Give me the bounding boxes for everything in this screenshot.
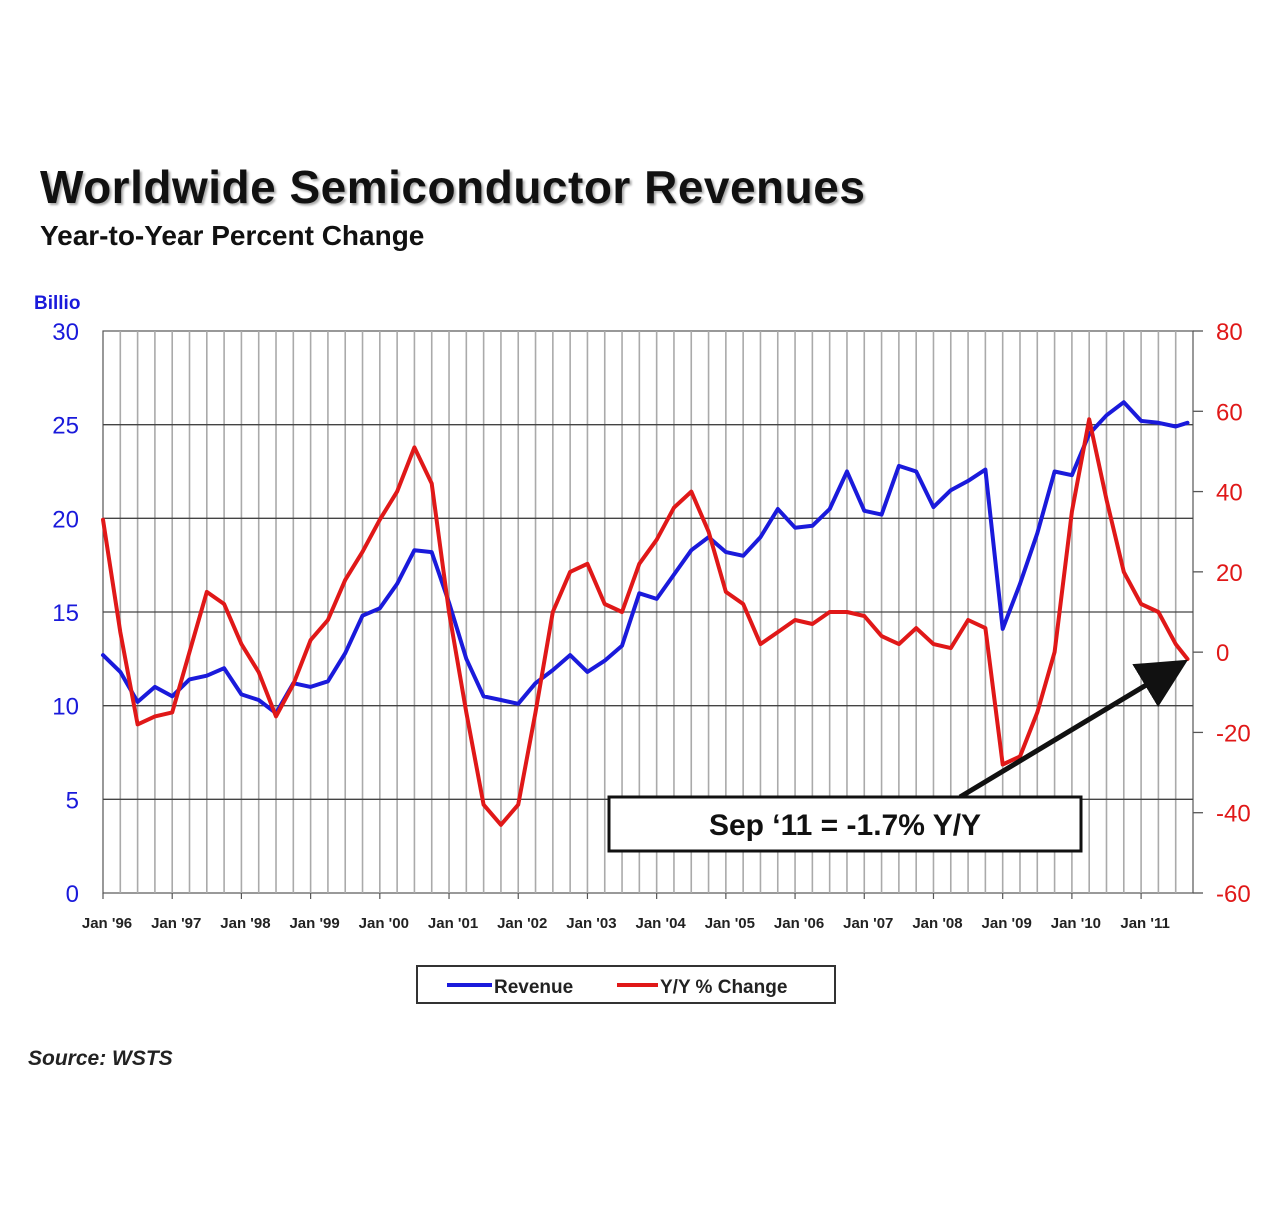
annotation-text: Sep ‘11 = -1.7% Y/Y bbox=[709, 809, 981, 842]
y-left-tick-label: 30 bbox=[52, 319, 79, 346]
chart-canvas: 0 5 10 15 20 25 30 Billio -60 -40 -20 0 20 40 60 80 Jan … bbox=[0, 0, 1280, 1213]
x-tick-label: Jan '03 bbox=[566, 915, 616, 932]
y-left-tick-label: 5 bbox=[66, 787, 79, 814]
y-right-tick-label: 0 bbox=[1216, 640, 1229, 667]
y-right-tick-label: 40 bbox=[1216, 480, 1243, 507]
y-left-tick-label: 0 bbox=[66, 881, 79, 908]
x-tick-label: Jan '08 bbox=[912, 915, 962, 932]
y-left-tick-label: 20 bbox=[52, 506, 79, 533]
x-tick-label: Jan '05 bbox=[705, 915, 755, 932]
y-left-tick-label: 10 bbox=[52, 694, 79, 721]
source-note: Source: WSTS bbox=[28, 1047, 173, 1071]
y-left-tick-label: 15 bbox=[52, 600, 79, 627]
x-tick-label: Jan '04 bbox=[636, 915, 687, 932]
x-tick-label: Jan '11 bbox=[1120, 915, 1169, 932]
x-tick-label: Jan '06 bbox=[774, 915, 824, 932]
x-tick-label: Jan '00 bbox=[359, 915, 409, 932]
legend-label-revenue: Revenue bbox=[494, 977, 573, 998]
x-tick-label: Jan '07 bbox=[843, 915, 893, 932]
y-right-tick-label: -40 bbox=[1216, 801, 1251, 828]
y-left-tick-label: 25 bbox=[52, 413, 79, 440]
y-right-tick-label: 80 bbox=[1216, 319, 1243, 346]
x-tick-label: Jan '98 bbox=[220, 915, 270, 932]
x-tick-label: Jan '96 bbox=[82, 915, 132, 932]
x-tick-label: Jan '97 bbox=[151, 915, 201, 932]
x-tick-label: Jan '02 bbox=[497, 915, 547, 932]
legend: Revenue Y/Y % Change bbox=[417, 966, 835, 1003]
y-right-tick-label: 20 bbox=[1216, 560, 1243, 587]
x-tick-label: Jan '01 bbox=[428, 915, 478, 932]
legend-label-yoy: Y/Y % Change bbox=[660, 977, 787, 998]
y-right-tick-label: -20 bbox=[1216, 720, 1251, 747]
y-left-axis-label: Billio bbox=[34, 293, 80, 314]
y-right-tick-label: 60 bbox=[1216, 399, 1243, 426]
x-tick-label: Jan '10 bbox=[1051, 915, 1101, 932]
y-right-tick-label: -60 bbox=[1216, 881, 1251, 908]
x-tick-label: Jan '09 bbox=[982, 915, 1032, 932]
x-tick-label: Jan '99 bbox=[289, 915, 339, 932]
